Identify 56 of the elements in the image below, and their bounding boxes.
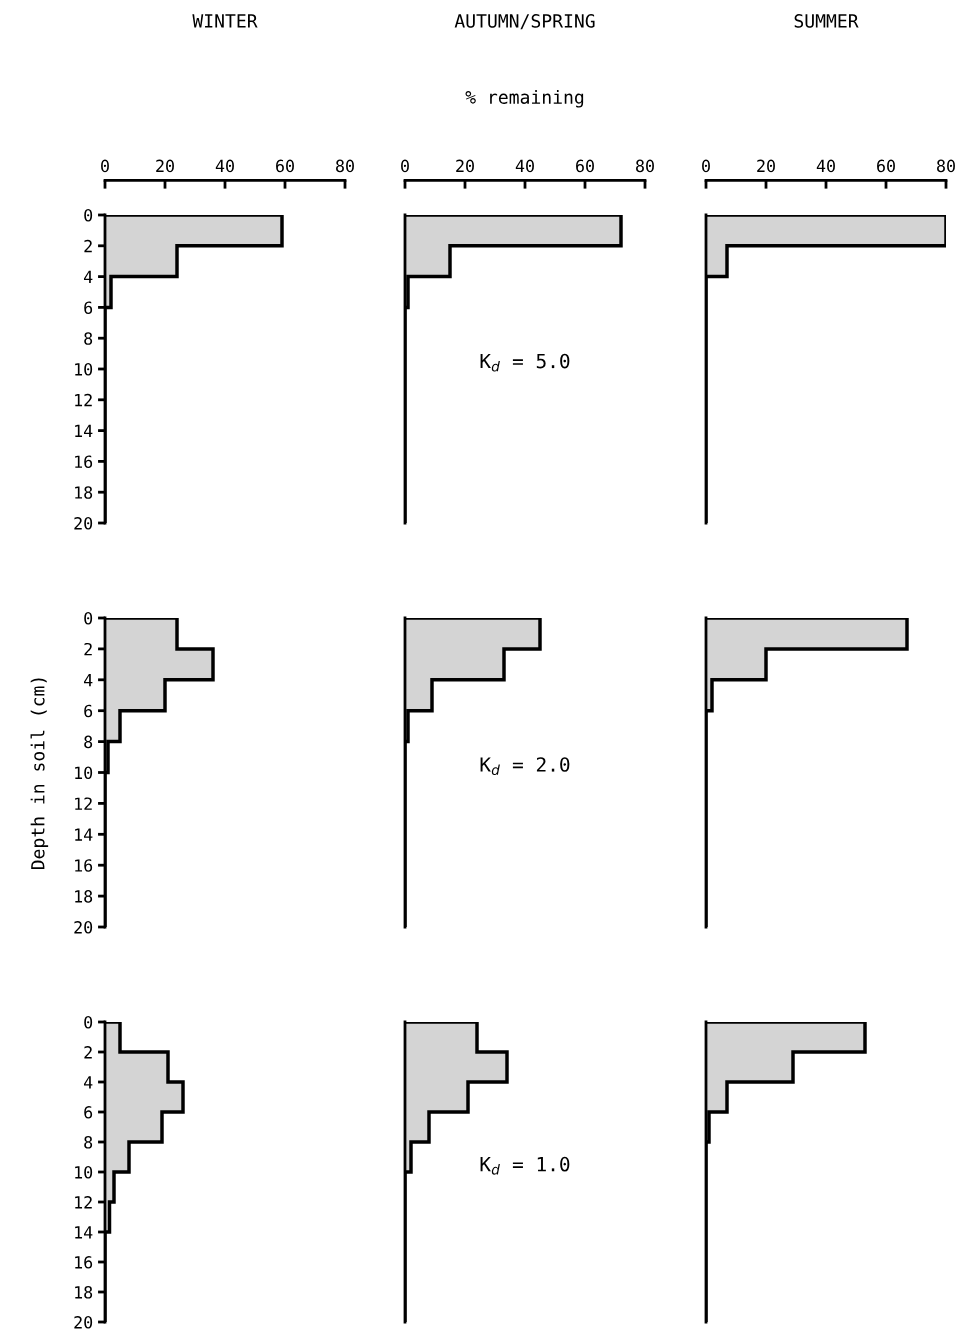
y-tick-label: 8 bbox=[84, 332, 93, 345]
x-tick-label: 40 bbox=[816, 159, 835, 173]
y-tick-label: 16 bbox=[75, 1256, 93, 1269]
y-tick-label: 8 bbox=[84, 735, 93, 749]
y-tick-label: 16 bbox=[75, 859, 93, 872]
y-tick-label: 4 bbox=[83, 674, 93, 687]
y-tick-label: 20 bbox=[74, 1316, 93, 1329]
y-tick-label: 6 bbox=[84, 301, 93, 315]
y-tick-label: 4 bbox=[83, 270, 93, 283]
y-tick-label: 12 bbox=[75, 1196, 92, 1209]
y-tick-label: 10 bbox=[75, 363, 93, 376]
y-tick-label: 20 bbox=[74, 921, 93, 934]
x-tick-label: 80 bbox=[636, 159, 654, 173]
y-tick-label: 16 bbox=[75, 455, 93, 469]
x-tick-label: 20 bbox=[757, 159, 775, 173]
chart-title: WINTER bbox=[192, 14, 258, 28]
x-tick-label: 20 bbox=[156, 159, 174, 173]
y-tick-label: 0 bbox=[84, 1016, 93, 1029]
y-tick-label: 6 bbox=[84, 1106, 93, 1119]
y-tick-label: 18 bbox=[75, 1286, 93, 1299]
annotation: K$_{d}$ = 2.0 bbox=[480, 757, 570, 775]
y-tick-label: 14 bbox=[75, 828, 93, 841]
y-tick-label: 20 bbox=[74, 517, 93, 530]
annotation: K$_{d}$ = 5.0 bbox=[480, 353, 570, 372]
y-tick-label: 12 bbox=[75, 797, 92, 810]
annotation: K$_{d}$ = 1.0 bbox=[480, 1156, 570, 1175]
y-tick-label: 18 bbox=[75, 890, 93, 903]
x-tick-label: 40 bbox=[215, 159, 234, 173]
x-tick-label: 20 bbox=[456, 159, 474, 173]
y-tick-label: 2 bbox=[84, 239, 92, 253]
y-tick-label: 18 bbox=[75, 486, 93, 499]
y-tick-label: 10 bbox=[75, 766, 93, 780]
y-tick-label: 6 bbox=[84, 704, 93, 718]
x-tick-label: 80 bbox=[336, 159, 354, 173]
y-tick-label: 0 bbox=[84, 612, 93, 625]
x-tick-label: 60 bbox=[576, 159, 594, 173]
y-tick-label: 0 bbox=[84, 209, 93, 222]
x-tick-label: 0 bbox=[401, 159, 409, 173]
y-tick-label: 12 bbox=[75, 393, 92, 407]
y-tick-label: 2 bbox=[84, 1046, 92, 1059]
y-tick-label: 10 bbox=[75, 1166, 93, 1179]
y-axis-title: Depth in soil (cm) bbox=[30, 678, 49, 870]
y-tick-label: 2 bbox=[84, 642, 92, 656]
chart-title: SUMMER bbox=[794, 14, 859, 28]
x-tick-label: 60 bbox=[877, 159, 895, 173]
y-tick-label: 4 bbox=[83, 1076, 93, 1089]
chart-title: AUTUMN/SPRING bbox=[454, 14, 595, 30]
x-tick-label: 60 bbox=[276, 159, 294, 173]
y-tick-label: 14 bbox=[75, 424, 93, 437]
x-axis-title: % remaining bbox=[465, 89, 584, 108]
y-tick-label: 8 bbox=[84, 1136, 93, 1149]
x-tick-label: 40 bbox=[515, 159, 534, 173]
x-tick-label: 80 bbox=[937, 159, 955, 173]
x-tick-label: 0 bbox=[702, 159, 710, 173]
y-tick-label: 14 bbox=[75, 1226, 93, 1239]
x-tick-label: 0 bbox=[101, 159, 109, 173]
